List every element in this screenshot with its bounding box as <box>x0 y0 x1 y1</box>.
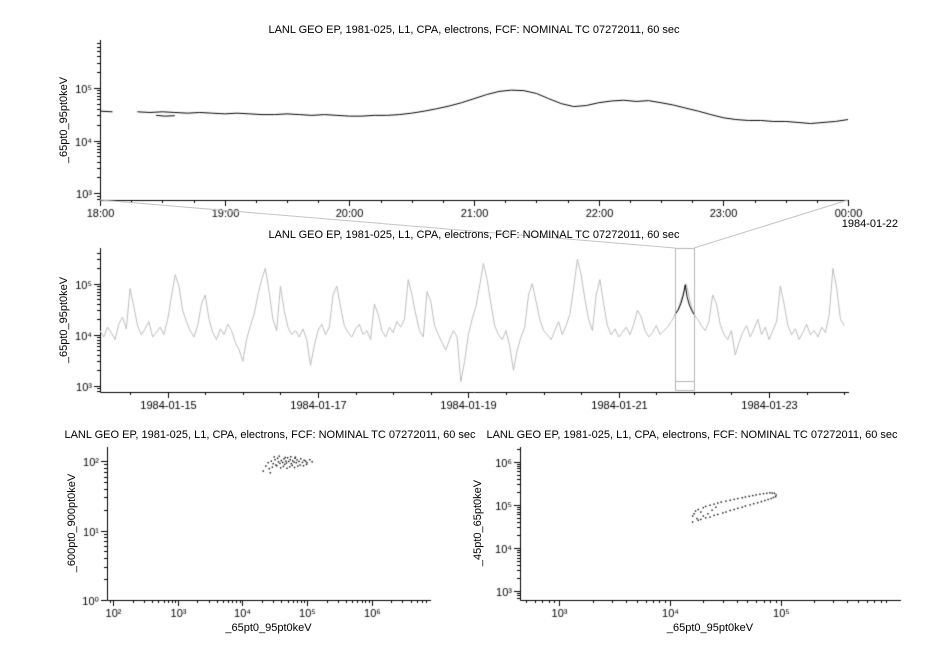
panel2-y-axis-label: _65pt0_95pt0keV <box>58 276 70 364</box>
panel4-plot-area[interactable] <box>520 447 900 600</box>
panel3-plot-area[interactable] <box>107 447 430 600</box>
panel2-plot-area[interactable] <box>100 248 848 392</box>
panel3-x-axis-label: _65pt0_95pt0keV <box>225 622 312 634</box>
context-selection-box[interactable] <box>675 248 694 390</box>
context-date-label: 1984-01-22 <box>841 218 898 230</box>
panel4-x-axis-label: _65pt0_95pt0keV <box>666 622 754 634</box>
panel1-y-axis-label: _65pt0_95pt0keV <box>58 76 70 164</box>
panel3-title: LANL GEO EP, 1981-025, L1, CPA, electron… <box>64 429 476 441</box>
panel2-title: LANL GEO EP, 1981-025, L1, CPA, electron… <box>268 229 680 241</box>
panel4-canvas <box>470 432 926 647</box>
panel4-y-axis-label: _45pt0_65pt0keV <box>472 479 484 567</box>
panel1-title: LANL GEO EP, 1981-025, L1, CPA, electron… <box>268 24 680 36</box>
panel1-canvas <box>0 0 926 232</box>
panel1-plot-area[interactable] <box>100 40 848 200</box>
panel3-canvas <box>0 432 470 647</box>
panel2-canvas <box>0 232 926 432</box>
panel4-title: LANL GEO EP, 1981-025, L1, CPA, electron… <box>486 429 898 441</box>
panel3-y-axis-label: _600pt0_900pt0keV <box>66 473 78 573</box>
